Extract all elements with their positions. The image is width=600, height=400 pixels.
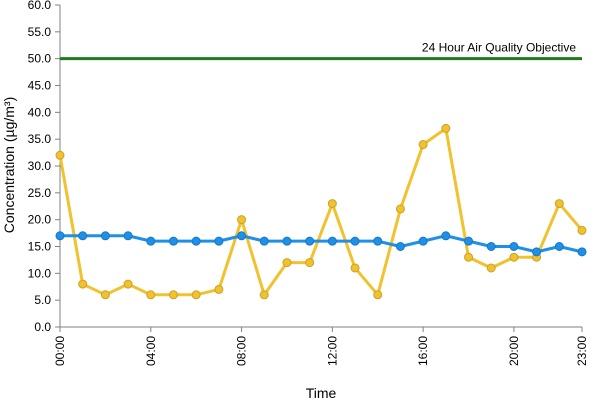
series-1-point <box>418 140 428 150</box>
x-tick-label: 16:00 <box>416 336 430 366</box>
x-tick-label: 12:00 <box>325 336 339 366</box>
y-tick-label: 60.0 <box>28 0 52 12</box>
series-1-point <box>554 199 564 209</box>
series-1-point <box>464 252 474 262</box>
series-1-point <box>168 290 178 300</box>
x-tick-label: 04:00 <box>144 336 158 366</box>
series-group <box>55 123 587 300</box>
series-2-point <box>282 236 292 246</box>
series-1-point <box>373 290 383 300</box>
series-1-point <box>55 150 65 160</box>
x-tick-label: 23:00 <box>575 336 589 366</box>
y-axis-title: Concentration (µg/m³) <box>1 97 17 233</box>
series-2-line <box>60 234 583 254</box>
series-1-point <box>486 263 496 273</box>
x-tick-label: 20:00 <box>507 336 521 366</box>
y-tick-group: 0.0 5.0 10.0 15.0 20.0 25.0 30.0 35.0 40.0 45.0 50… <box>28 0 60 334</box>
series-2-point <box>191 236 201 246</box>
series-1-point <box>146 290 156 300</box>
y-tick-label: 15.0 <box>28 240 52 254</box>
series-1-point <box>214 284 224 294</box>
series-1-point <box>191 290 201 300</box>
series-2-point <box>100 231 110 241</box>
y-tick-label: 40.0 <box>28 105 52 119</box>
series-2-point <box>418 236 428 246</box>
y-tick-label: 45.0 <box>28 79 52 93</box>
series-1-point <box>282 258 292 268</box>
series-1-point <box>305 258 315 268</box>
series-1-point <box>577 225 587 235</box>
series-1-point <box>509 252 519 262</box>
y-tick-label: 10.0 <box>28 266 52 280</box>
series-2-point <box>237 231 247 241</box>
series-1-point <box>350 263 360 273</box>
series-2-point <box>55 231 65 241</box>
series-2-point <box>532 247 542 257</box>
series-2-point <box>305 236 315 246</box>
x-tick-label: 00:00 <box>53 336 67 366</box>
y-tick-label: 50.0 <box>28 52 52 66</box>
y-tick-label: 5.0 <box>34 293 51 307</box>
series-2-point <box>577 247 587 257</box>
series-1-point <box>259 290 269 300</box>
series-1-point <box>395 204 405 214</box>
reference-line-label: 24 Hour Air Quality Objective <box>422 41 576 55</box>
series-1-point <box>100 290 110 300</box>
series-2-point <box>350 236 360 246</box>
series-2-point <box>464 236 474 246</box>
reference-line-group: 24 Hour Air Quality Objective <box>60 41 582 61</box>
series-2-point <box>486 242 496 251</box>
y-tick-label: 25.0 <box>28 186 52 200</box>
x-tick-group: 00:00 04:00 08:00 12:00 16:00 20:00 23:00 <box>53 327 589 366</box>
series-2-point <box>168 236 178 246</box>
series-2-point <box>327 236 337 246</box>
series-1-point <box>123 279 133 289</box>
series-2-point <box>123 231 133 241</box>
series-1-point <box>78 279 88 289</box>
series-2-point <box>373 236 383 246</box>
series-1-point <box>327 199 337 209</box>
y-tick-label: 55.0 <box>28 25 52 39</box>
series-1-line <box>58 126 584 297</box>
series-2-point <box>554 242 564 251</box>
series-2-point <box>214 236 224 246</box>
x-tick-label: 08:00 <box>235 336 249 366</box>
series-2-point <box>78 231 88 241</box>
series-2-point <box>259 236 269 246</box>
y-tick-label: 0.0 <box>34 320 51 334</box>
y-tick-label: 30.0 <box>28 159 52 173</box>
y-tick-label: 20.0 <box>28 213 52 227</box>
series-2-point <box>509 242 519 251</box>
series-2-point <box>146 236 156 246</box>
series-1-point <box>237 215 247 225</box>
series-2-point <box>441 231 451 241</box>
y-tick-label: 35.0 <box>28 132 52 146</box>
x-axis-title: Time <box>306 385 337 400</box>
series-1-point <box>441 123 451 133</box>
series-2-point <box>395 242 405 251</box>
